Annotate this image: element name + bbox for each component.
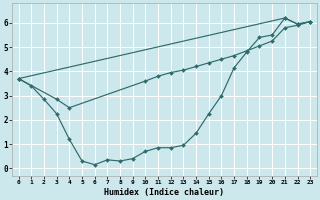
X-axis label: Humidex (Indice chaleur): Humidex (Indice chaleur) [104, 188, 224, 197]
